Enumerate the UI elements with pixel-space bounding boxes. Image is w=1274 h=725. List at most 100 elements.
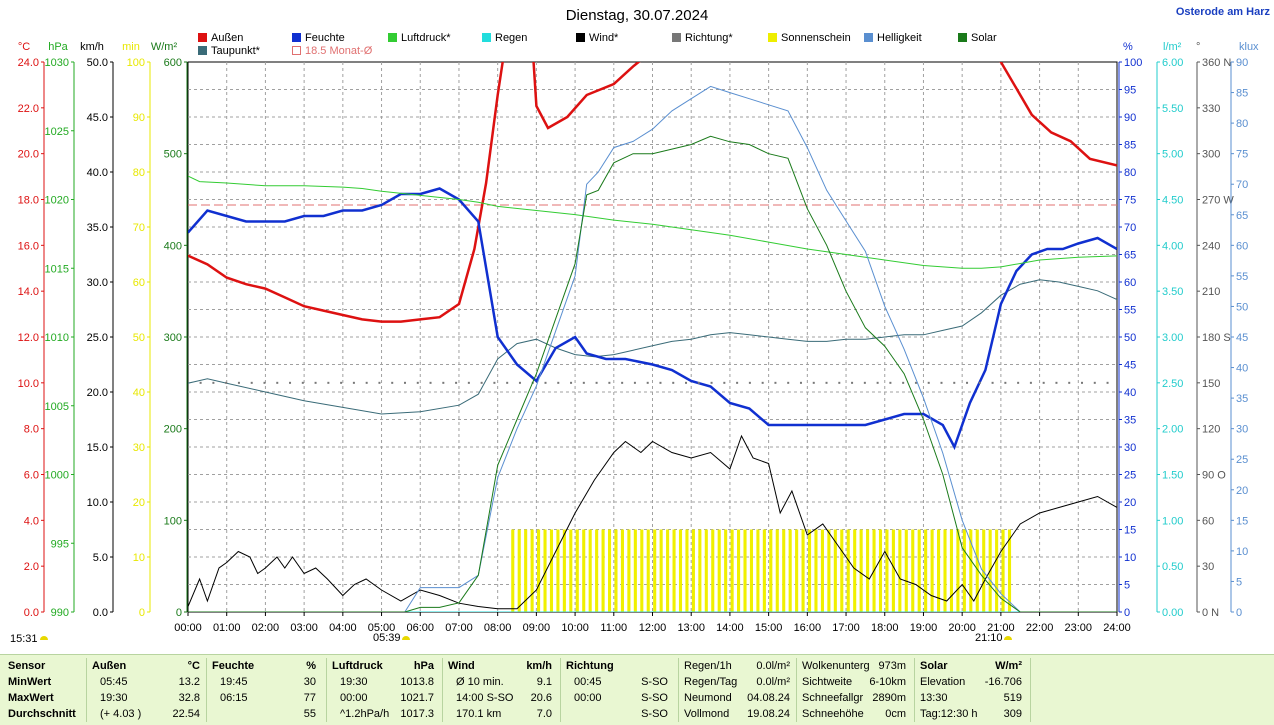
sunset-icon [1004,636,1012,640]
summary-group-title: Feuchte [212,660,255,672]
left-tick-label: 40 [133,387,145,399]
legend-swatch [576,33,585,42]
sunshine-bar [885,529,889,612]
left-tick-label: 0 [176,607,182,619]
right-tick-label: 0 N [1202,607,1219,619]
right-tick-label: 60 [1236,240,1248,252]
sunshine-bar [537,529,541,612]
x-tick-label: 08:00 [484,622,512,634]
left-tick-label: 12.0 [18,332,39,344]
right-tick-label: 5.00 [1162,149,1183,161]
direction-dot [608,381,611,384]
direction-dot [991,381,994,384]
left-tick-label: 10.0 [18,378,39,390]
summary-time: 14:00 S-SO [456,692,514,704]
x-tick-label: 19:00 [910,622,938,634]
direction-dot [314,381,317,384]
direction-dot [812,381,815,384]
right-tick-label: 50 [1124,332,1136,344]
left-tick-label: 30.0 [87,277,108,289]
left-unit-label: °C [18,41,30,53]
direction-dot [199,381,202,384]
x-tick-label: 00:00 [174,622,202,634]
summary-value: 1021.7 [400,692,434,704]
right-tick-label: 70 [1124,222,1136,234]
summary-value: S-SO [641,708,668,720]
left-tick-label: 14.0 [18,286,39,298]
summary-time: 05:45 [100,676,128,688]
summary-solar-label: Tag:12:30 h [920,708,978,720]
legend-label: Sonnenschein [781,32,851,44]
sunshine-bar [846,529,850,612]
right-tick-label: 240 [1202,240,1220,252]
summary-extra-label: Neumond [684,692,732,704]
x-tick-label: 16:00 [794,622,822,634]
summary-table: Sensor MinWert MaxWert Durchschnitt Außen °C 0… [0,654,1274,725]
legend-label: Taupunkt* [211,45,260,57]
x-tick-label: 02:00 [252,622,280,634]
summary-time: 19:45 [220,676,248,688]
summary-separator [560,658,561,722]
sunshine-bar [582,529,586,612]
direction-dot [263,381,266,384]
direction-dot [914,381,917,384]
direction-dot [838,381,841,384]
sunshine-bar [1007,529,1012,612]
sunshine-bar [730,529,734,612]
summary-solar-unit: W/m² [995,660,1022,672]
sunrise-icon [402,636,410,640]
direction-dot [646,381,649,384]
station-name[interactable]: Osterode am Harz [1175,6,1270,18]
sunshine-bar [917,529,921,612]
left-tick-label: 8.0 [24,424,39,436]
summary-time: 06:15 [220,692,248,704]
x-tick-label: 22:00 [1026,622,1054,634]
left-tick-label: 100 [127,57,145,69]
left-tick-label: 24.0 [18,57,39,69]
summary-extra-label: Schneehöhe [802,708,864,720]
left-tick-label: 4.0 [24,515,39,527]
sunshine-bar [724,529,728,612]
legend-swatch [292,33,301,42]
time-markers: 15:31 05:39 21:10 [10,632,1012,645]
direction-dot [467,381,470,384]
right-tick-label: 60 [1124,277,1136,289]
left-tick-label: 70 [133,222,145,234]
right-tick-label: 0.50 [1162,561,1183,573]
summary-extra-label: Regen/1h [684,660,732,672]
left-unit-label: W/m² [151,41,178,53]
sunshine-bar [543,529,547,612]
left-tick-label: 1015 [45,263,69,275]
summary-time: 19:30 [100,692,128,704]
sunshine-bar [685,529,689,612]
summary-extra-label: Vollmond [684,708,730,720]
sunshine-bar [801,529,805,612]
legend-swatch [672,33,681,42]
right-tick-label: 210 [1202,286,1220,298]
summary-solar-value: -16.706 [984,676,1022,688]
summary-value: 32.8 [178,692,200,704]
sunshine-bar [937,529,941,612]
summary-extra-value: 6-10km [869,676,906,688]
x-tick-label: 21:00 [987,622,1015,634]
sunshine-bar [788,529,792,612]
direction-dot [659,381,662,384]
direction-dot [863,381,866,384]
left-tick-label: 22.0 [18,103,39,115]
right-tick-label: 4.50 [1162,195,1183,207]
right-tick-label: 30 [1236,424,1248,436]
sunshine-bar [891,529,895,612]
right-tick-label: 0 [1236,607,1242,619]
x-tick-label: 13:00 [677,622,705,634]
sunshine-bar [975,529,979,612]
summary-time: (+ 4.03 ) [100,708,142,720]
right-tick-label: 45 [1236,332,1248,344]
left-tick-label: 25.0 [87,332,108,344]
legend-swatch [482,33,491,42]
summary-extra-value: 0.0l/m² [756,660,790,672]
sunshine-bar [762,529,766,612]
left-tick-label: 18.0 [18,195,39,207]
summary-solar-label: Elevation [920,676,966,688]
summary-solar-value: 519 [1003,692,1022,704]
right-tick-label: 6.00 [1162,57,1183,69]
